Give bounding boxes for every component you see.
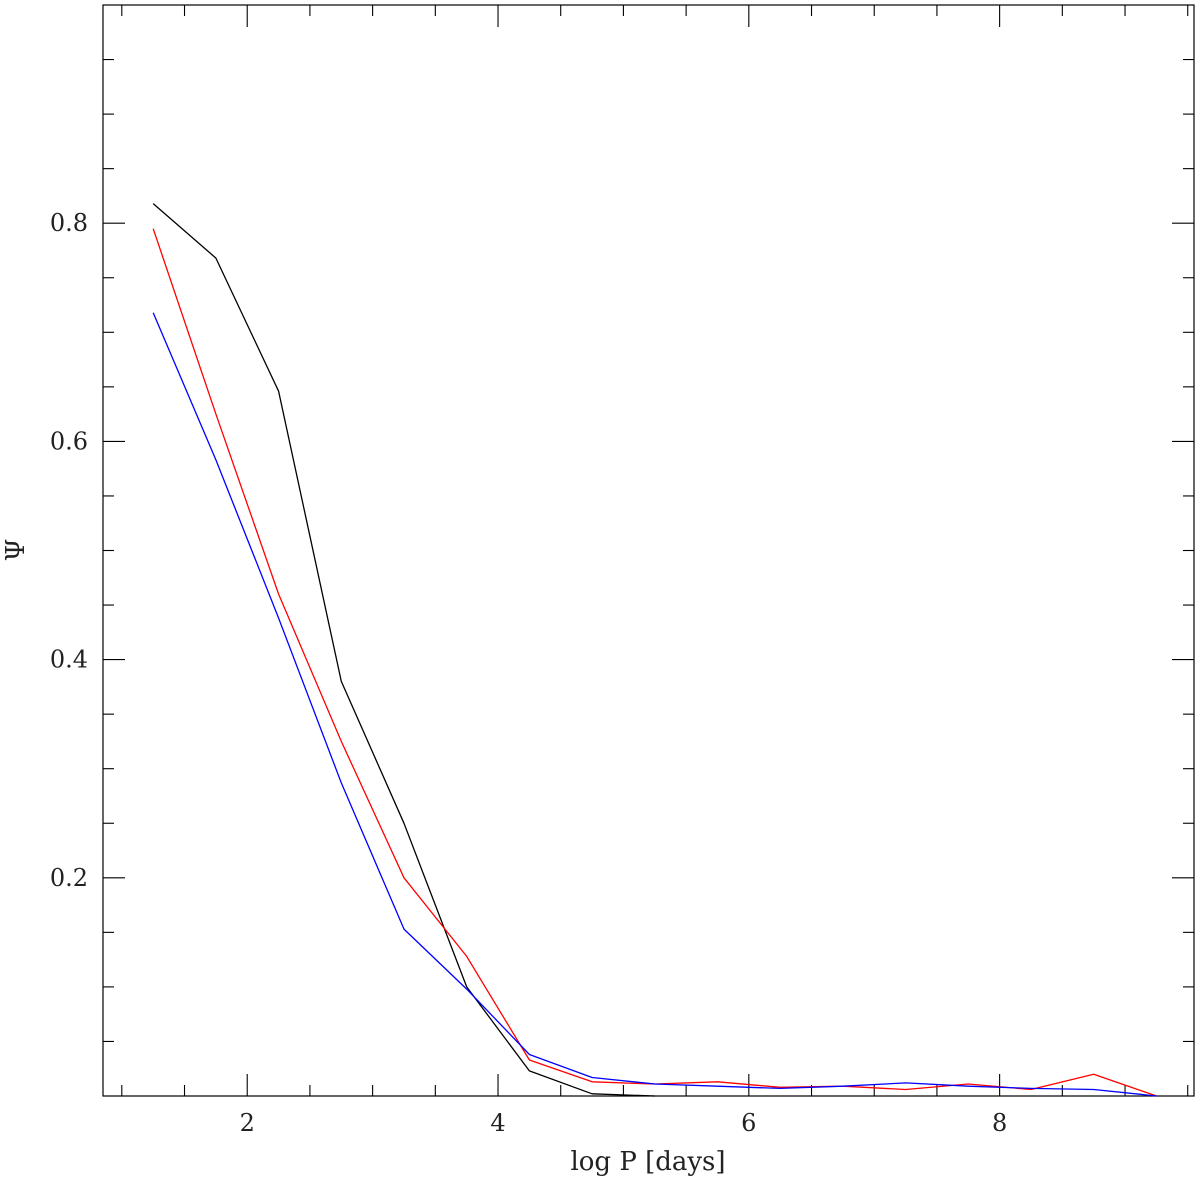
axis-tick-labels: 2 4 6 8 0.2 0.4 0.6 0.8 — [50, 209, 1007, 1137]
x-tick-label: 8 — [992, 1109, 1007, 1137]
x-tick-label: 6 — [741, 1109, 756, 1137]
y-tick-label: 0.2 — [50, 864, 88, 892]
series-line-1 — [152, 203, 655, 1097]
series-line-3 — [152, 312, 1157, 1097]
y-tick-label: 0.8 — [50, 209, 88, 237]
y-axis-title: Ψ — [1, 539, 31, 562]
x-axis-title: log P [days] — [570, 1147, 725, 1177]
series-line-2 — [152, 228, 1157, 1097]
y-tick-label: 0.6 — [50, 427, 88, 455]
plot-frame — [102, 4, 1195, 1097]
series-lines — [152, 203, 1157, 1097]
x-tick-label: 2 — [240, 1109, 255, 1137]
x-tick-label: 4 — [490, 1109, 505, 1137]
y-tick-label: 0.4 — [50, 646, 88, 674]
axis-ticks — [103, 5, 1194, 1096]
